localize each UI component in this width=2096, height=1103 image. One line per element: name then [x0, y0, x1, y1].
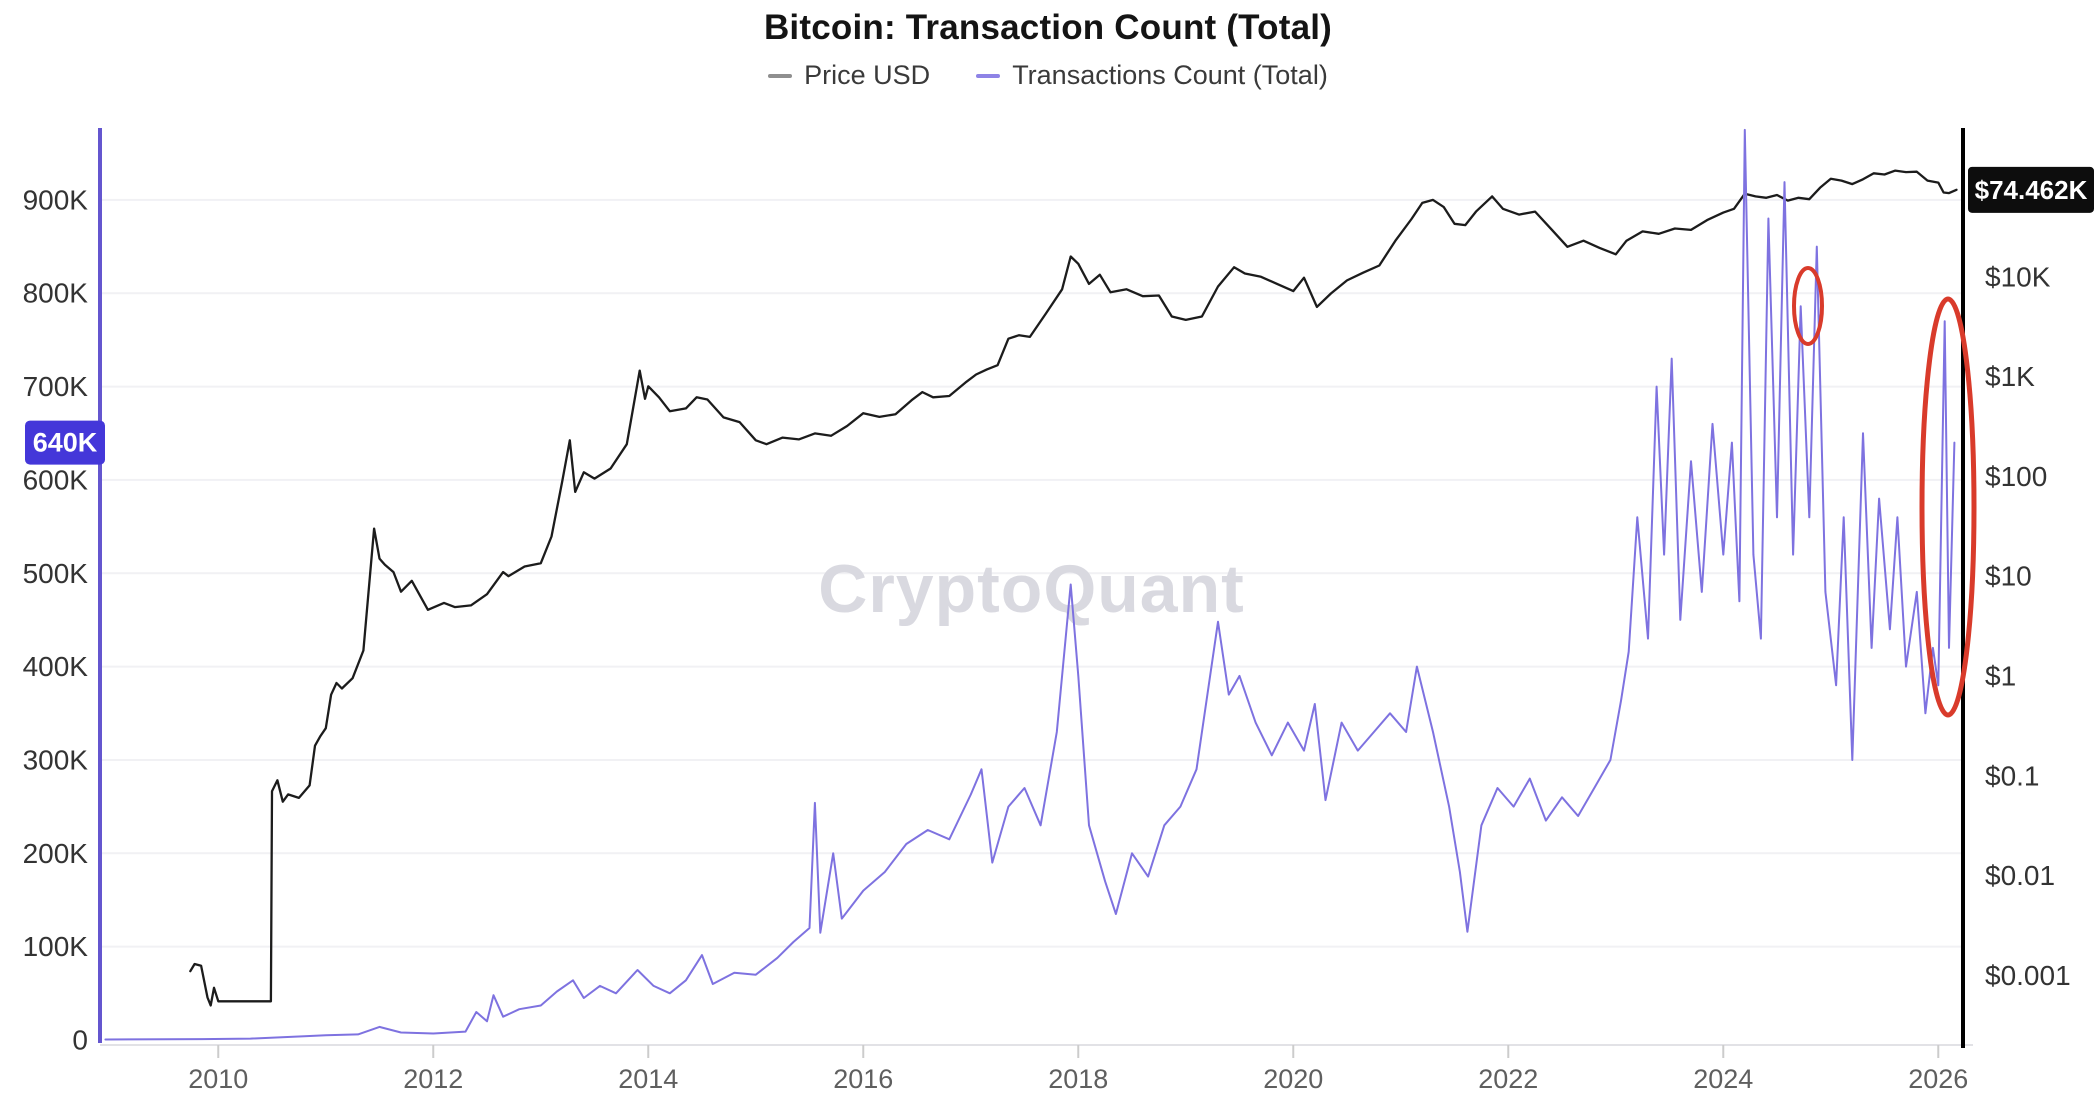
transactions-series-marker-icon	[976, 73, 1001, 78]
right-axis-tick-label: $1K	[1985, 361, 2035, 392]
left-axis-tick-label: 400K	[23, 651, 89, 682]
x-axis-tick-label: 2026	[1908, 1064, 1968, 1094]
x-axis-tick-label: 2020	[1263, 1064, 1323, 1094]
transactions-last-value-badge	[25, 420, 105, 465]
legend-label-transactions-count: Transactions Count (Total)	[1012, 60, 1328, 90]
left-axis-tick-label: 300K	[23, 744, 89, 775]
left-axis-tick-label: 500K	[23, 558, 89, 589]
x-axis-tick-label: 2022	[1478, 1064, 1538, 1094]
transactions-last-value-label: 640K	[33, 428, 98, 458]
left-axis-tick-label: 900K	[23, 184, 89, 215]
annotation-ellipse-2	[1919, 296, 1977, 718]
right-axis-tick-label: $10K	[1985, 261, 2051, 292]
x-axis-tick-label: 2024	[1693, 1064, 1753, 1094]
x-axis-tick-label: 2012	[403, 1064, 463, 1094]
price-series-marker-icon	[768, 73, 793, 78]
watermark: CryptoQuant	[818, 551, 1245, 627]
x-axis-tick-label: 2010	[188, 1064, 248, 1094]
right-axis-tick-label: $10	[1985, 561, 2032, 592]
annotation-ellipse-1	[1792, 266, 1824, 346]
chart-legend: Price USD Transactions Count (Total)	[0, 60, 2096, 91]
left-axis-tick-label: 800K	[23, 278, 89, 309]
transactions-count-line	[104, 128, 1956, 1041]
x-axis-tick-label: 2016	[833, 1064, 893, 1094]
right-axis-tick-label: $0.001	[1985, 960, 2071, 991]
right-axis-tick-label: $0.1	[1985, 760, 2040, 791]
left-axis-tick-label: 600K	[23, 464, 89, 495]
right-axis-tick-label: $0.01	[1985, 860, 2055, 891]
x-axis-tick-label: 2018	[1048, 1064, 1108, 1094]
left-axis-tick-label: 0	[72, 1025, 88, 1056]
price-last-value-label: $74.462K	[1975, 175, 2088, 205]
price-last-value-badge	[1968, 166, 2094, 213]
right-axis-tick-label: $100	[1985, 461, 2047, 492]
legend-item-transactions-count[interactable]: Transactions Count (Total)	[976, 60, 1328, 91]
legend-label-price-usd: Price USD	[804, 60, 931, 90]
chart-title: Bitcoin: Transaction Count (Total)	[763, 8, 1333, 47]
left-axis-tick-label: 100K	[23, 931, 89, 962]
x-axis-tick-label: 2014	[618, 1064, 678, 1094]
price-usd-line	[189, 169, 1958, 1007]
left-axis-tick-label: 700K	[23, 371, 89, 402]
right-axis-tick-label: $1	[1985, 660, 2016, 691]
left-axis-tick-label: 200K	[23, 838, 89, 869]
legend-item-price-usd[interactable]: Price USD	[768, 60, 930, 91]
